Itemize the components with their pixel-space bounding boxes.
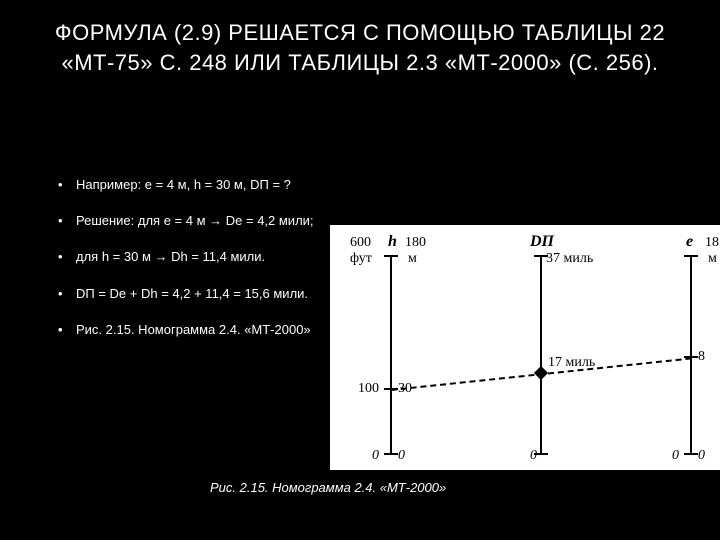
axis-h-unit-right: м <box>408 251 417 267</box>
axis-d-top: 37 миль <box>546 251 593 267</box>
axis-tick <box>684 255 698 257</box>
axis-e-zero-left: 0 <box>672 448 679 464</box>
axis-d-symbol: DП <box>530 233 554 251</box>
bullet-item: DП = Dе + Dh = 4,2 + 11,4 = 15,6 мили. <box>58 285 368 303</box>
axis-h-top-right: 180 <box>405 235 426 251</box>
axis-h-symbol: h <box>388 233 397 251</box>
axis-tick <box>384 453 398 455</box>
bullet-item: Решение: для е = 4 м → Dе = 4,2 мили; <box>58 212 368 230</box>
bullet-item: для h = 30 м → Dh = 11,4 мили. <box>58 248 368 266</box>
axis-d-line <box>540 255 542 455</box>
axis-h-zero-right: 0 <box>398 448 405 464</box>
axis-d-zero: 0 <box>530 448 537 464</box>
axis-e-zero-right: 0 <box>698 448 705 464</box>
axis-e-symbol: e <box>686 233 693 251</box>
axis-tick <box>384 255 398 257</box>
axis-h-unit-left: фут <box>350 251 372 267</box>
axis-e-mark: 8 <box>698 349 705 365</box>
axis-e-unit-right: м <box>708 251 717 267</box>
figure-caption: Рис. 2.15. Номограмма 2.4. «МТ-2000» <box>210 480 446 495</box>
axis-h-top-left: 600 <box>350 235 371 251</box>
bullet-list: Например: е = 4 м, h = 30 м, DП = ? Реше… <box>18 176 368 357</box>
slide-title: ФОРМУЛА (2.9) РЕШАЕТСЯ С ПОМОЩЬЮ ТАБЛИЦЫ… <box>0 0 720 77</box>
axis-h-mark-left: 100 <box>358 381 379 397</box>
nomogram-diagram: 600 h 180 фут м 100 30 0 0 DП 37 миль 17… <box>330 225 720 470</box>
bullet-item: Например: е = 4 м, h = 30 м, DП = ? <box>58 176 368 194</box>
axis-e-line <box>690 255 692 455</box>
bullet-item: Рис. 2.15. Номограмма 2.4. «МТ-2000» <box>58 321 368 339</box>
axis-h-line <box>390 255 392 455</box>
axis-e-top-right: 18 <box>705 235 719 251</box>
axis-h-zero-left: 0 <box>372 448 379 464</box>
axis-tick <box>684 453 698 455</box>
